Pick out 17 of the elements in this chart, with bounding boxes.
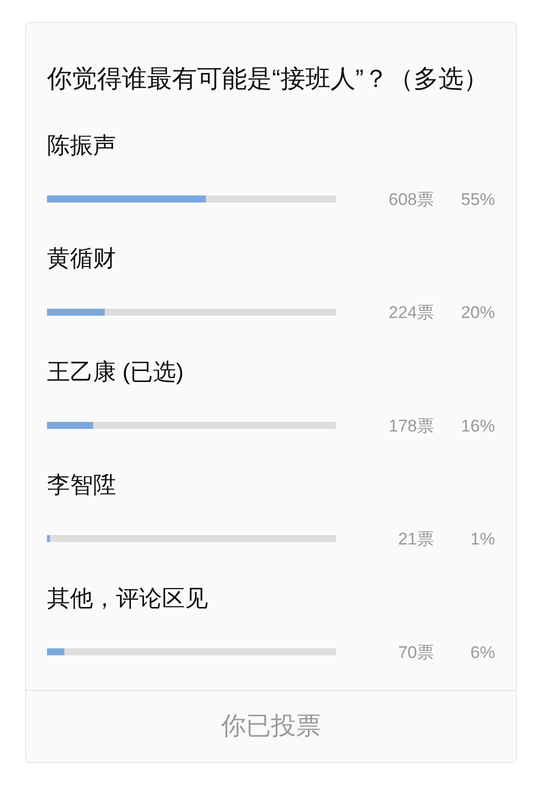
category: 陈振声	[47, 132, 116, 158]
vote-count: 224票	[388, 303, 434, 322]
vote-count: 178票	[388, 416, 434, 436]
vote-count: 21票	[398, 530, 434, 549]
value-label: 20%	[460, 303, 495, 322]
value-label: 1%	[470, 530, 495, 549]
vote-count: 70票	[398, 642, 434, 662]
category: 其他，评论区见	[47, 584, 208, 611]
value-label: 16%	[460, 416, 495, 436]
value-label: 6%	[470, 642, 495, 662]
footer-note: 你已投票	[221, 712, 321, 740]
category: 李智陞	[47, 472, 116, 498]
vote-count: 608票	[388, 190, 434, 209]
value-label: 55%	[460, 190, 495, 209]
category: 王乙康 (已选)	[47, 358, 184, 384]
title: 你觉得谁最有可能是“接班人”？（多选）	[47, 65, 489, 93]
category: 黄循财	[47, 245, 116, 272]
